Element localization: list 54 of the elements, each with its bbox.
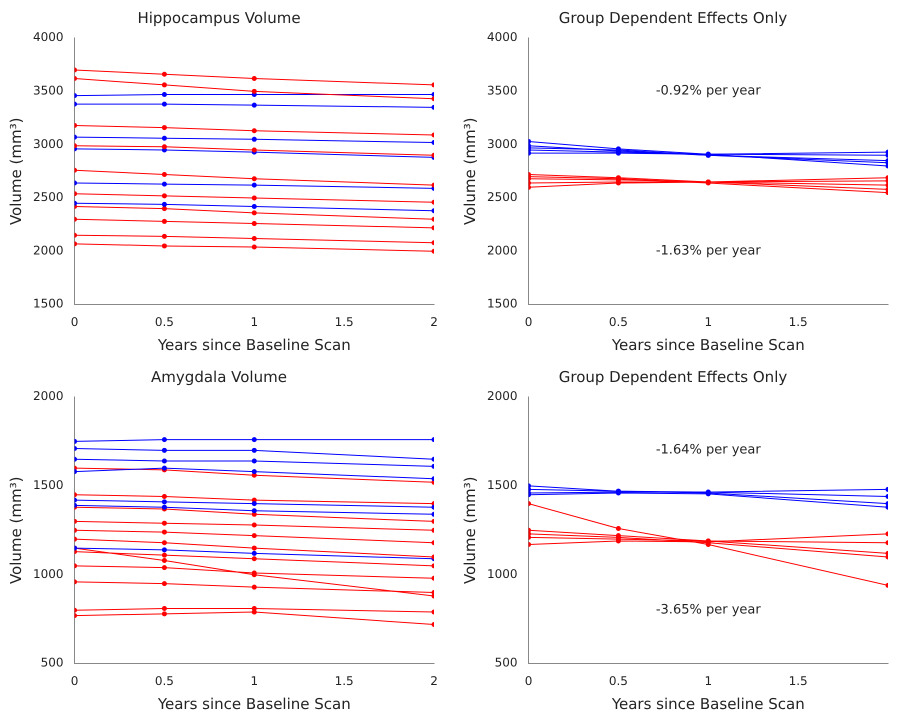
x-axis-title: Years since Baseline Scan — [610, 336, 805, 354]
y-tick-label: 3500 — [32, 83, 64, 98]
x-tick-label: 0.5 — [154, 314, 174, 329]
y-axis-title: Volume (mm³) — [460, 476, 479, 584]
y-tick-label: 1000 — [486, 566, 518, 581]
y-tick-label: 1500 — [32, 478, 64, 492]
x-tick-label: 1 — [250, 674, 258, 688]
x-tick-label: 0 — [524, 314, 532, 329]
x-tick-label: 0 — [70, 314, 78, 329]
y-axis-title: Volume (mm³) — [6, 476, 25, 584]
y-tick-label: 2500 — [32, 190, 64, 204]
chart-title: Group Dependent Effects Only — [558, 368, 788, 386]
x-tick-label: 1 — [704, 314, 712, 329]
x-tick-label: 0 — [70, 674, 78, 688]
chart-title: Amygdala Volume — [151, 368, 287, 386]
x-axis-title: Years since Baseline Scan — [156, 336, 351, 354]
x-tick-label: 1 — [704, 674, 712, 688]
x-tick-label: 1.5 — [334, 314, 354, 329]
y-axis-title: Volume (mm³) — [6, 118, 25, 226]
y-tick-label: 2000 — [32, 243, 64, 258]
y-tick-label: 2000 — [486, 243, 518, 258]
y-tick-label: 500 — [40, 656, 64, 670]
x-tick-label: 1.5 — [788, 314, 808, 329]
x-tick-label: 2 — [430, 674, 438, 688]
x-tick-label: 0 — [524, 674, 532, 688]
x-tick-label: 0.5 — [608, 674, 628, 688]
y-tick-label: 3000 — [32, 136, 64, 151]
chart-title: Group Dependent Effects Only — [558, 8, 788, 27]
x-tick-label: 2 — [430, 314, 438, 329]
y-tick-label: 1500 — [32, 296, 64, 311]
x-tick-label: 1.5 — [334, 674, 354, 688]
y-tick-label: 3000 — [486, 136, 518, 151]
y-tick-label: 2000 — [32, 389, 64, 404]
x-tick-label: 0.5 — [154, 674, 174, 688]
y-tick-label: 4000 — [32, 30, 64, 44]
annotation: -1.63% per year — [656, 244, 762, 259]
x-axis-title: Years since Baseline Scan — [610, 694, 805, 713]
y-tick-label: 1500 — [486, 478, 518, 492]
annotation: -0.92% per year — [656, 84, 762, 99]
y-tick-label: 500 — [494, 656, 518, 670]
x-tick-label: 0.5 — [608, 314, 628, 329]
y-tick-label: 1500 — [486, 296, 518, 311]
x-tick-label: 1.5 — [788, 674, 808, 688]
x-tick-label: 1 — [250, 314, 258, 329]
y-tick-label: 2000 — [486, 389, 518, 404]
y-tick-label: 3500 — [486, 83, 518, 98]
chart-title: Hippocampus Volume — [137, 8, 301, 27]
x-axis-title: Years since Baseline Scan — [156, 694, 351, 713]
y-tick-label: 1000 — [32, 566, 64, 581]
annotation: -3.65% per year — [656, 602, 762, 618]
y-tick-label: 4000 — [486, 30, 518, 44]
y-axis-title: Volume (mm³) — [460, 118, 479, 226]
y-tick-label: 2500 — [486, 190, 518, 204]
annotation: -1.64% per year — [656, 442, 762, 458]
